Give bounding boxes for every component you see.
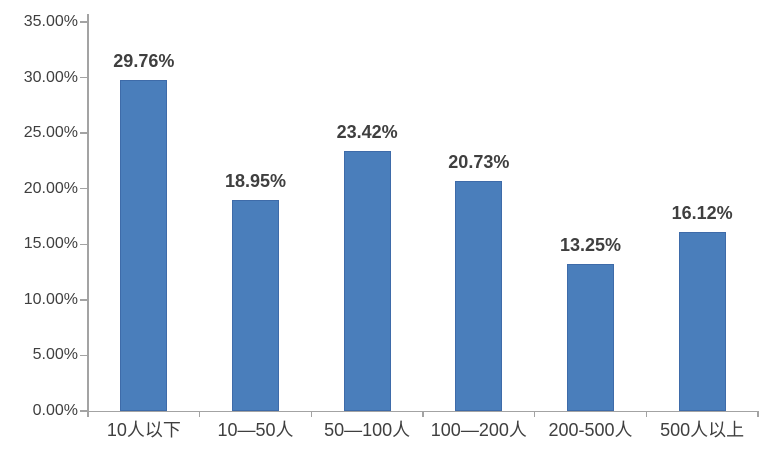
x-category-label: 200-500人 <box>548 420 633 440</box>
y-axis-tick-label: 5.00% <box>32 346 78 364</box>
y-axis-tick-mark <box>80 76 88 79</box>
bar <box>455 180 503 411</box>
y-axis-tick-mark <box>80 187 88 190</box>
x-category-label: 50—100人 <box>324 420 411 440</box>
y-axis-tick-mark <box>80 243 88 246</box>
y-axis-tick-mark <box>80 354 88 357</box>
x-axis-tick-mark <box>198 411 201 417</box>
x-axis-tick-mark <box>87 411 89 417</box>
bar-value-label: 16.12% <box>671 202 733 223</box>
bar-value-label: 20.73% <box>448 151 510 172</box>
y-axis-tick-label: 35.00% <box>23 13 78 30</box>
y-axis-line <box>87 14 89 412</box>
y-axis-tick-label: 15.00% <box>23 235 78 253</box>
y-axis-tick-label: 20.00% <box>23 179 78 197</box>
bar <box>120 80 168 411</box>
bar <box>678 231 726 411</box>
x-category-label: 100—200人 <box>430 420 527 440</box>
y-axis-tick-mark <box>80 132 88 134</box>
y-axis-tick-label: 0.00% <box>32 402 78 419</box>
bar <box>232 200 279 411</box>
bar-value-label: 13.25% <box>559 234 622 255</box>
x-axis-tick-mark <box>310 411 313 417</box>
x-category-label: 10人以下 <box>106 420 181 440</box>
y-axis-tick-mark <box>80 299 88 301</box>
y-axis-tick-mark <box>80 21 88 23</box>
bar-value-label: 29.76% <box>113 51 175 72</box>
bar-value-label: 18.95% <box>224 171 287 192</box>
x-category-label: 500人以上 <box>660 420 745 440</box>
y-axis-tick-label: 30.00% <box>23 68 78 86</box>
bar <box>567 263 614 411</box>
x-axis-tick-mark <box>533 411 536 417</box>
x-axis-tick-mark <box>422 411 424 417</box>
bar-value-label: 23.42% <box>336 121 398 142</box>
y-axis-tick-label: 25.00% <box>23 124 78 142</box>
x-axis-tick-mark <box>645 411 648 417</box>
bar <box>343 150 391 411</box>
y-axis-tick-label: 10.00% <box>23 290 78 308</box>
x-category-label: 10—50人 <box>217 420 294 440</box>
y-axis-tick-mark <box>80 410 88 412</box>
x-axis-tick-mark <box>757 411 759 417</box>
